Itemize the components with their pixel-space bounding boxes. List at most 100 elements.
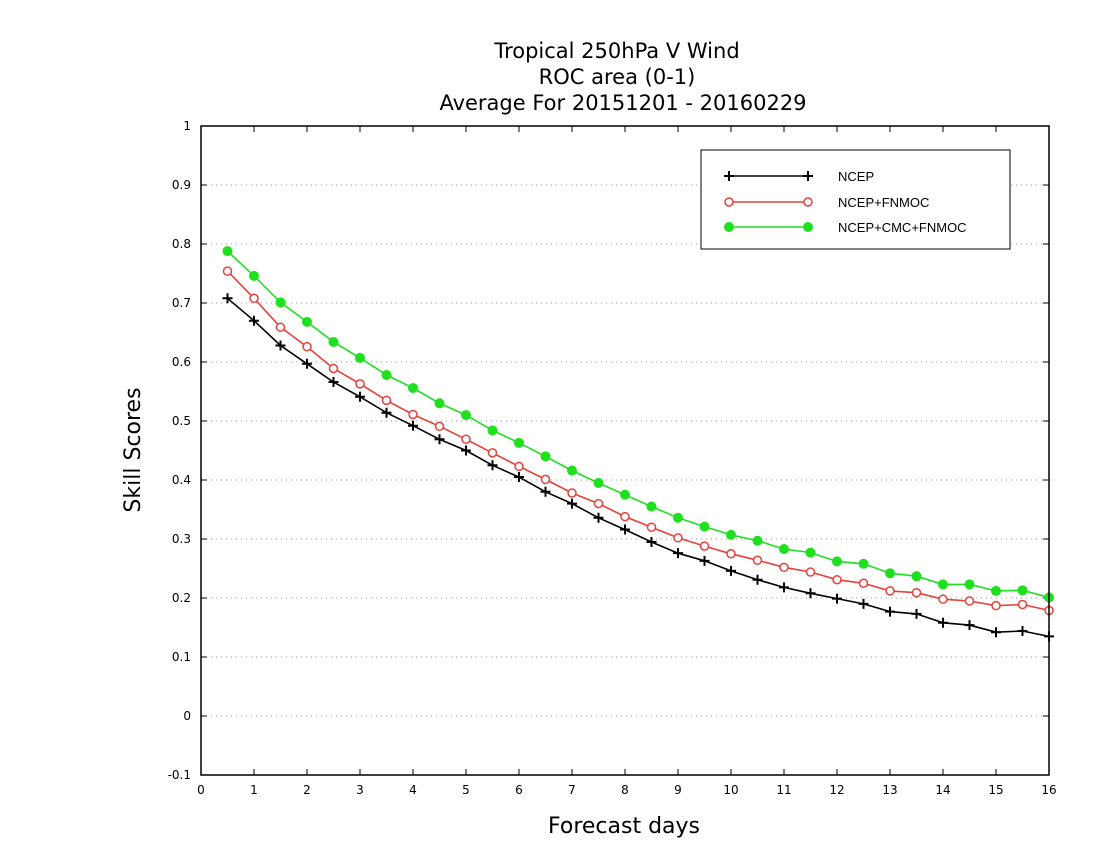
data-point-ncep [938,617,948,628]
x-tick-label: 4 [409,783,417,797]
chart-title-line-2: ROC area (0-1) [539,65,696,89]
plot-frame [200,125,1050,776]
legend-label-ncep: NCEP [838,169,874,184]
y-tick-label: 0.9 [172,178,191,192]
data-point-ncep-cmc-fnmoc [858,558,869,569]
data-point-ncep [593,512,604,523]
series-ncep [222,293,1054,642]
data-point-ncep-fnmoc [699,541,710,551]
data-point-ncep-cmc-fnmoc [540,451,551,462]
chart-title-line-3: Average For 20151201 - 20160229 [439,91,806,115]
data-point-ncep-cmc-fnmoc [620,489,630,500]
data-point-ncep-cmc-fnmoc [964,579,975,590]
data-point-ncep-cmc-fnmoc [567,465,577,476]
legend-marker-ncep [724,171,734,181]
data-point-ncep [911,608,922,619]
x-tick-label: 12 [829,783,844,797]
legend-label-ncep-fnmoc: NCEP+FNMOC [838,195,929,210]
data-point-ncep-cmc-fnmoc [832,556,842,567]
data-point-ncep-fnmoc [249,293,259,304]
y-tick-label: 0.2 [172,591,191,605]
data-point-ncep-fnmoc [540,474,551,485]
series-ncep-fnmoc [222,266,1054,616]
data-point-ncep [567,498,577,509]
data-point-ncep-cmc-fnmoc [726,529,736,540]
data-point-ncep-fnmoc [673,533,683,543]
y-axis-ticks: -0.1 0 0.1 0.2 0.3 0.4 0.5 0.6 0.7 0.8 0.9 1 [168,119,1049,782]
data-point-ncep-fnmoc [434,421,445,432]
series-line-ncep-cmc-fnmoc [226,250,1050,599]
x-tick-label: 5 [462,783,470,797]
data-point-ncep-cmc-fnmoc [249,270,259,281]
data-point-ncep [302,358,312,369]
legend-box [700,149,1011,250]
data-point-ncep [832,593,842,604]
chart-title-line-1: Tropical 250hPa V Wind [493,39,739,63]
y-tick-label: 0.4 [172,473,191,487]
data-point-ncep [328,377,339,388]
x-tick-label: 9 [674,783,682,797]
legend-marker-ncep-fnmoc [724,197,734,207]
data-point-ncep [408,420,418,431]
data-point-ncep [805,588,816,599]
data-point-ncep-fnmoc [328,363,339,374]
series-line-ncep [226,297,1050,638]
y-tick-label: 0.3 [172,532,191,546]
data-point-ncep-cmc-fnmoc [699,521,710,532]
y-tick-label: -0.1 [168,768,191,782]
data-point-ncep-fnmoc [461,434,471,445]
data-point-ncep-cmc-fnmoc [885,568,895,579]
data-point-ncep-cmc-fnmoc [514,437,524,448]
data-point-ncep-fnmoc [514,461,524,472]
y-tick-label: 0 [183,709,191,723]
data-point-ncep-cmc-fnmoc [461,410,471,421]
data-point-ncep-cmc-fnmoc [911,571,922,582]
legend-label-ncep-cmc-fnmoc: NCEP+CMC+FNMOC [838,220,967,235]
data-point-ncep [699,555,710,566]
data-point-ncep [249,315,259,326]
data-point-ncep-cmc-fnmoc [355,352,365,363]
data-point-ncep [487,460,498,471]
data-point-ncep-fnmoc [620,511,630,522]
data-point-ncep-cmc-fnmoc [487,425,498,436]
y-tick-label: 0.5 [172,414,191,428]
data-point-ncep-cmc-fnmoc [381,369,392,380]
legend-marker-ncep [803,171,813,181]
x-axis-ticks: 0 1 2 3 4 5 6 7 8 9 10 11 12 13 14 15 16 [197,126,1057,797]
data-point-ncep-fnmoc [832,574,842,585]
x-tick-label: 13 [882,783,897,797]
x-tick-label: 14 [935,783,950,797]
data-point-ncep-fnmoc [593,498,604,509]
data-point-ncep [752,574,763,585]
data-point-ncep [858,598,869,609]
data-point-ncep [646,536,657,547]
y-tick-label: 0.6 [172,355,191,369]
data-point-ncep-cmc-fnmoc [646,501,657,512]
data-point-ncep-fnmoc [964,596,975,606]
data-point-ncep [885,606,895,617]
x-tick-label: 1 [250,783,258,797]
data-point-ncep-cmc-fnmoc [938,579,948,590]
data-point-ncep-fnmoc [275,322,286,332]
data-point-ncep-cmc-fnmoc [779,544,789,555]
x-tick-label: 7 [568,783,576,797]
x-tick-label: 3 [356,783,364,797]
data-point-ncep-fnmoc [222,266,233,276]
data-point-ncep-fnmoc [858,578,869,588]
data-point-ncep-cmc-fnmoc [752,535,763,546]
grid-lines [201,184,1049,717]
data-point-ncep-cmc-fnmoc [1017,585,1028,596]
x-tick-label: 11 [776,783,791,797]
data-point-ncep [1017,626,1028,637]
x-axis-label: Forecast days [548,814,700,839]
data-point-ncep-fnmoc [726,549,736,559]
data-point-ncep-fnmoc [302,341,312,352]
data-point-ncep-cmc-fnmoc [593,477,604,488]
data-point-ncep [381,407,392,418]
data-point-ncep-fnmoc [779,562,789,573]
data-point-ncep [355,391,365,402]
data-point-ncep-cmc-fnmoc [805,547,816,558]
data-point-ncep-fnmoc [646,522,657,532]
y-tick-label: 0.7 [172,296,191,310]
